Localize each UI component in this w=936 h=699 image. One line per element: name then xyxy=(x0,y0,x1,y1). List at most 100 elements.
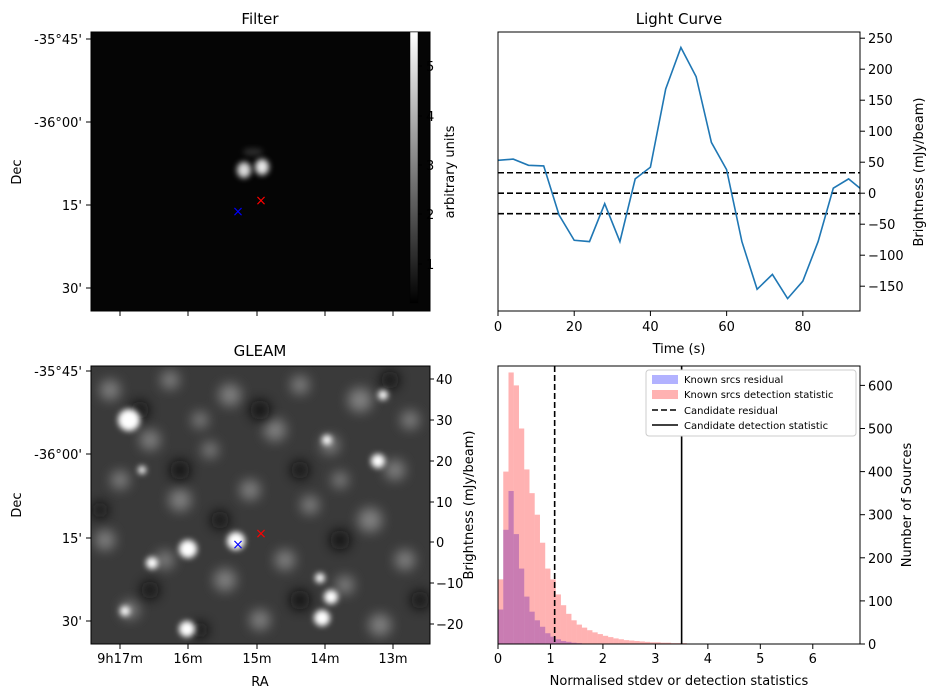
histogram-plot xyxy=(498,366,750,644)
histogram-bar xyxy=(529,493,535,644)
legend-swatch-detection xyxy=(652,390,678,399)
y-tick-label: 200 xyxy=(868,552,893,567)
histogram-bar xyxy=(513,534,519,644)
histogram-bar xyxy=(660,642,666,644)
histogram-bar xyxy=(518,428,525,644)
histogram-bar xyxy=(639,641,645,644)
gleam-cbar-label: 30 xyxy=(436,414,453,429)
y-tick-label: 600 xyxy=(868,379,893,394)
histogram-bar xyxy=(534,514,540,644)
gleam-cbar-label: −20 xyxy=(436,618,463,633)
filter-cbar-label: 5 xyxy=(426,60,434,75)
x-tick-label: 6 xyxy=(809,652,817,667)
filter-blue-marker: × xyxy=(232,204,244,220)
y-tick-label: 0 xyxy=(868,638,876,653)
filter-colorbar xyxy=(409,31,419,304)
filter-image-blobs xyxy=(237,148,269,178)
histogram-bar xyxy=(534,620,540,644)
histogram-bar xyxy=(644,641,651,644)
histogram-bar xyxy=(508,372,514,644)
filter-title: Filter xyxy=(241,10,279,28)
lightcurve-title: Light Curve xyxy=(636,10,722,28)
histogram-bar xyxy=(618,639,624,644)
gleam-blue-marker: × xyxy=(232,537,244,553)
lightcurve-plot xyxy=(497,45,861,300)
histogram-bar xyxy=(602,635,609,644)
x-tick-label: 2 xyxy=(599,652,607,667)
histogram-bar xyxy=(560,640,567,644)
x-tick-label: 1 xyxy=(546,652,554,667)
y-tick-label: 400 xyxy=(868,466,893,481)
x-tick-label: 40 xyxy=(642,320,659,335)
histogram-bar xyxy=(503,471,509,644)
histogram-bar xyxy=(560,605,567,644)
histogram-bar xyxy=(665,642,672,644)
histogram-bar xyxy=(550,636,556,644)
histogram-bar xyxy=(571,642,577,644)
gleam-red-marker: × xyxy=(255,526,267,542)
legend-label: Candidate residual xyxy=(684,406,778,417)
histogram-bar xyxy=(629,640,635,644)
legend-label: Candidate detection statistic xyxy=(684,421,828,432)
filter-yticks: -35°45' -36°00' 15' 30' xyxy=(34,33,91,297)
lightcurve-panel: Light Curve 0 20 40 60 80 250 200 150 100 50 0 −50… xyxy=(494,10,927,357)
histogram-series xyxy=(498,372,750,644)
histogram-bar xyxy=(571,620,577,644)
gleam-xtick-label: 13m xyxy=(378,652,407,667)
histogram-bar xyxy=(498,579,504,644)
histogram-bar xyxy=(503,529,509,644)
filter-cbar-label: 1 xyxy=(426,258,434,273)
y-tick-label: 200 xyxy=(868,63,893,78)
filter-ytick-label: 30' xyxy=(62,282,82,297)
gleam-cbar-label: 40 xyxy=(436,373,453,388)
y-tick-label: 100 xyxy=(868,125,893,140)
gleam-panel: GLEAM xyxy=(10,342,477,690)
histogram-bar xyxy=(592,632,598,644)
histogram-bar xyxy=(529,611,535,644)
lightcurve-yticks: 250 200 150 100 50 0 −50 −100 −150 xyxy=(860,32,904,295)
filter-ytick-label: 15' xyxy=(62,199,82,214)
lightcurve-ylabel: Brightness (mJy/beam) xyxy=(912,98,927,247)
histogram-panel: 0 1 2 3 4 5 6 0 100 200 300 400 500 600 Normalised s… xyxy=(494,365,915,689)
gleam-colorbar-label: Brightness (mJy/beam) xyxy=(462,431,477,580)
histogram-bar xyxy=(576,624,582,644)
histogram-bar xyxy=(524,469,530,644)
x-tick-label: 3 xyxy=(651,652,659,667)
y-tick-label: −100 xyxy=(868,249,904,264)
y-tick-label: −150 xyxy=(868,280,904,295)
histogram-ylabel: Number of Sources xyxy=(900,443,915,568)
legend-swatch-residual xyxy=(652,375,678,384)
filter-cbar-label: 4 xyxy=(426,110,434,125)
filter-xticks xyxy=(119,311,394,316)
histogram-xlabel: Normalised stdev or detection statistics xyxy=(550,674,809,689)
y-tick-label: 0 xyxy=(868,187,876,202)
gleam-yticks: -35°45' -36°00' 15' 30' xyxy=(34,365,91,630)
gleam-cbar-label: 0 xyxy=(436,536,444,551)
gleam-ytick-label: 30' xyxy=(62,615,82,630)
x-tick-label: 20 xyxy=(566,320,583,335)
x-tick-label: 5 xyxy=(756,652,764,667)
y-tick-label: −50 xyxy=(868,218,895,233)
lightcurve-line xyxy=(497,45,861,300)
histogram-bar xyxy=(597,634,603,644)
histogram-legend: Known srcs residual Known srcs detection… xyxy=(645,369,857,437)
gleam-ytick-label: -36°00' xyxy=(34,448,82,463)
filter-cbar-label: 2 xyxy=(426,208,434,223)
filter-ylabel: Dec xyxy=(10,159,25,184)
histogram-bar xyxy=(545,633,551,644)
y-tick-label: 250 xyxy=(868,32,893,47)
histogram-bar xyxy=(655,642,661,644)
gleam-xlabel: RA xyxy=(251,675,269,690)
gleam-sources xyxy=(118,390,388,637)
histogram-bar xyxy=(613,638,619,644)
y-tick-label: 100 xyxy=(868,595,893,610)
y-tick-label: 300 xyxy=(868,509,893,524)
histogram-bar xyxy=(550,579,556,644)
y-tick-label: 150 xyxy=(868,94,893,109)
histogram-yticks: 0 100 200 300 400 500 600 xyxy=(860,379,893,653)
gleam-xtick-label: 16m xyxy=(173,652,202,667)
x-tick-label: 80 xyxy=(795,320,812,335)
filter-ytick-label: -35°45' xyxy=(34,33,82,48)
gleam-cbar-label: 10 xyxy=(436,496,453,511)
